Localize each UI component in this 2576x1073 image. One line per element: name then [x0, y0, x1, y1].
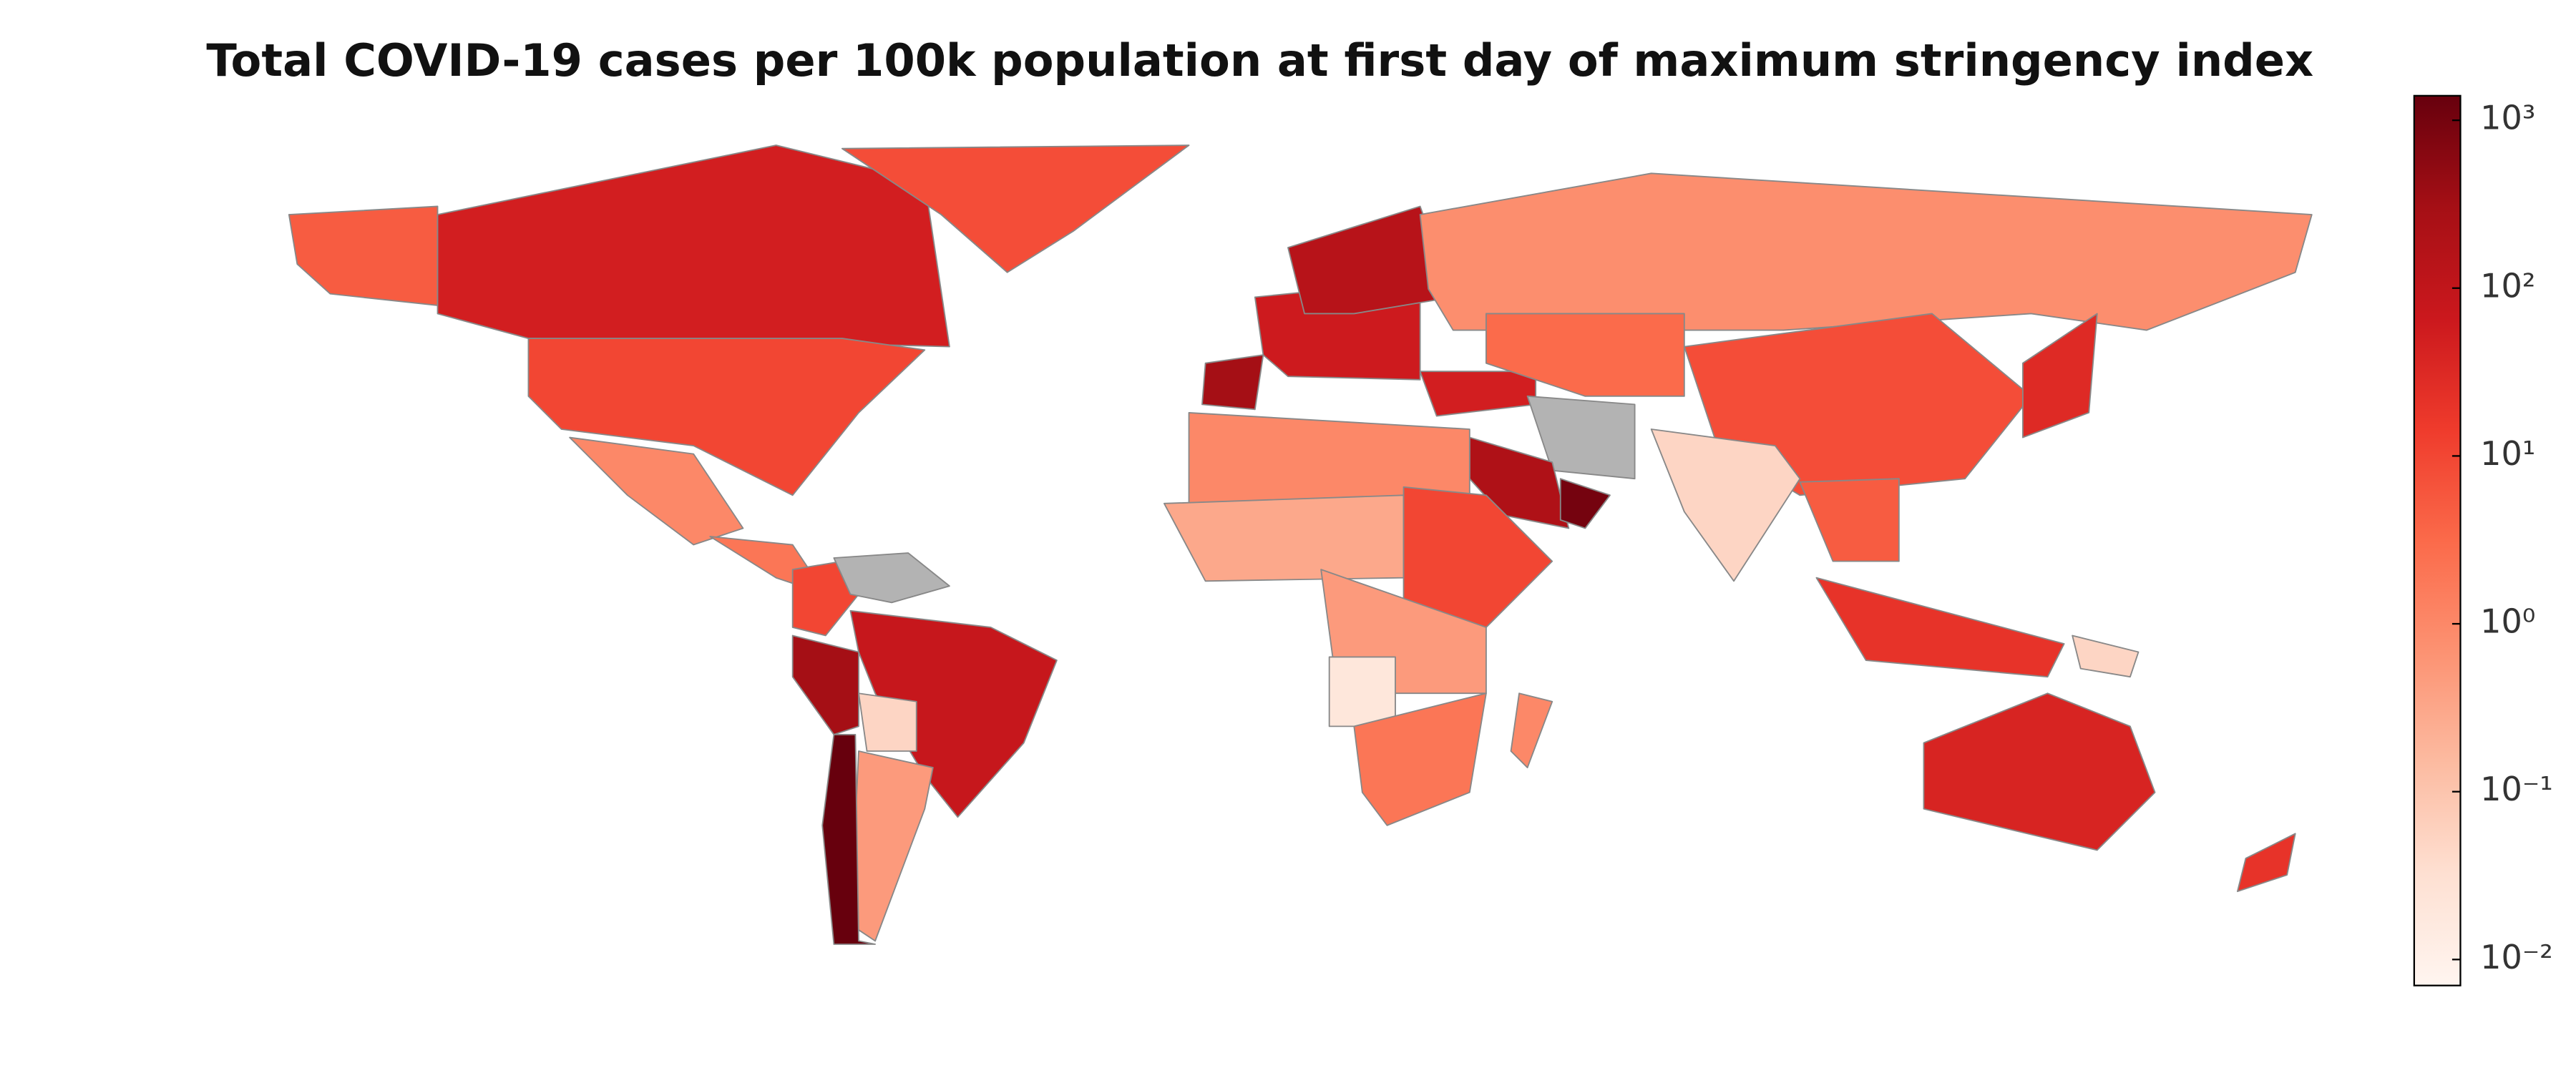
region	[821, 734, 876, 945]
region	[791, 635, 859, 735]
region	[858, 692, 917, 752]
region	[791, 560, 859, 637]
region	[1402, 486, 1553, 628]
region	[1419, 371, 1537, 417]
region	[1485, 313, 1685, 397]
colorbar-tick-label: 10²	[2480, 266, 2535, 305]
colorbar-tick-label: 10¹	[2480, 434, 2535, 473]
region	[1328, 656, 1396, 727]
region	[1559, 478, 1611, 529]
region	[1419, 172, 2313, 331]
region	[1510, 692, 1553, 768]
colorbar-tick-label: 10³	[2480, 99, 2535, 137]
countries	[288, 144, 2313, 945]
colorbar-fill	[2413, 94, 2462, 986]
region	[841, 144, 1190, 273]
colorbar-tick-label: 10⁻¹	[2480, 770, 2553, 808]
region	[1201, 354, 1264, 411]
region	[833, 552, 950, 604]
colorbar-tick-label: 10⁻²	[2480, 938, 2553, 976]
region	[1526, 395, 1636, 480]
colorbar: 10⁻² 10⁻¹ 10⁰ 10¹ 10² 10³	[2413, 94, 2553, 986]
region	[1353, 692, 1487, 826]
region	[1287, 205, 1454, 315]
chart-title: Total COVID-19 cases per 100k population…	[206, 34, 2313, 87]
colorbar-tick-label: 10⁰	[2480, 602, 2535, 641]
region	[1799, 478, 1900, 562]
region	[569, 436, 744, 546]
region	[1815, 577, 2065, 678]
region	[288, 205, 439, 306]
region	[1650, 428, 1801, 582]
region	[1163, 494, 1405, 582]
region	[436, 144, 950, 348]
region	[1923, 692, 2156, 851]
region	[527, 338, 926, 496]
region	[2072, 635, 2140, 678]
region	[849, 609, 1058, 818]
region	[2021, 313, 2098, 438]
region	[849, 750, 934, 942]
region	[2236, 833, 2296, 893]
